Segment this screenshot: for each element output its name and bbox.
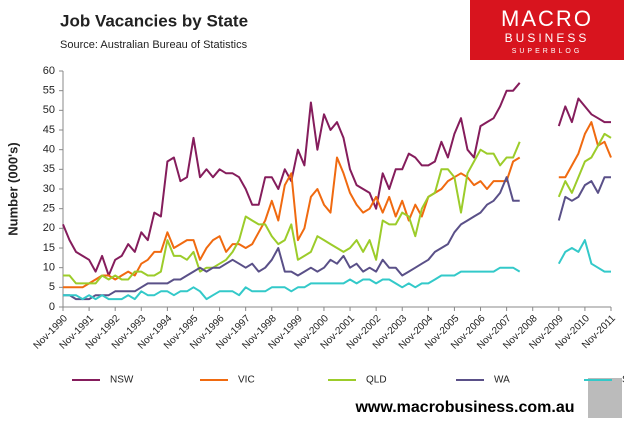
legend-label: NSW [110,375,134,386]
y-tick-label: 50 [43,104,55,116]
series-line [63,239,611,301]
y-tick-label: 20 [43,222,55,234]
y-axis-title: Number (000's) [5,142,20,235]
legend-label: QLD [366,375,387,386]
series-line [63,176,611,301]
series-line [63,121,612,289]
y-tick-label: 15 [43,242,55,254]
wolf-icon [588,378,622,418]
legend-label: WA [494,375,510,386]
chart-subtitle: Source: Australian Bureau of Statistics [60,39,248,51]
y-tick-label: 25 [43,203,55,215]
y-tick-label: 55 [43,85,55,97]
legend-label: SA [622,375,624,386]
y-tick-label: 5 [49,281,55,293]
logo-tag: SUPERBLOG [512,48,583,55]
logo-box [470,0,624,60]
series-line [63,132,612,285]
y-tick-label: 40 [43,144,55,156]
y-tick-label: 60 [43,65,55,77]
y-tick-label: 0 [49,301,55,313]
y-tick-label: 35 [43,163,55,175]
series-line [62,82,611,277]
website: www.macrobusiness.com.au [354,399,574,416]
legend-label: VIC [238,375,255,386]
logo-sub: BUSINESS [505,31,590,45]
y-tick-label: 45 [43,124,55,136]
chart-title: Job Vacancies by State [60,11,248,30]
y-tick-label: 30 [43,183,55,195]
logo: MACRO [501,6,593,31]
y-tick-label: 10 [43,262,55,274]
